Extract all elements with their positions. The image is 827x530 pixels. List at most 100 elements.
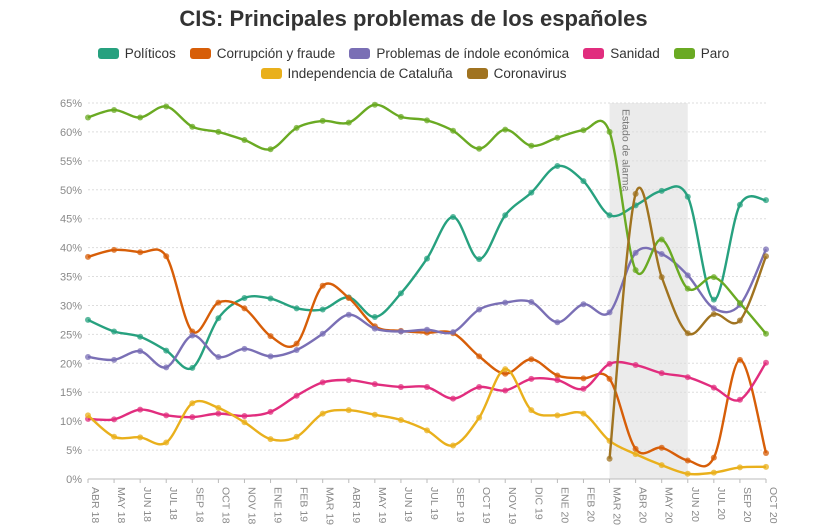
data-point-politicos <box>528 189 535 196</box>
data-point-problemas-de-indole-economica <box>215 353 222 360</box>
data-point-problemas-de-indole-economica <box>606 309 613 316</box>
data-point-corrupcion-y-fraude <box>215 299 222 306</box>
data-point-paro <box>580 127 587 134</box>
data-point-problemas-de-indole-economica <box>632 249 639 256</box>
data-point-problemas-de-indole-economica <box>528 298 535 305</box>
x-tick-label: MAR 19 <box>324 487 336 525</box>
data-point-politicos <box>710 296 717 303</box>
data-point-paro <box>502 126 509 133</box>
data-point-corrupcion-y-fraude <box>658 444 665 451</box>
data-point-politicos <box>241 294 248 301</box>
data-point-sanidad <box>241 412 248 419</box>
x-tick-label: JUN 19 <box>402 487 414 522</box>
data-point-coronavirus <box>606 455 613 462</box>
data-point-paro <box>658 236 665 243</box>
data-point-sanidad <box>111 416 118 423</box>
data-point-paro <box>345 119 352 126</box>
data-point-corrupcion-y-fraude <box>710 454 717 461</box>
data-point-paro <box>111 106 118 113</box>
x-tick-label: ABR 18 <box>89 487 101 523</box>
data-point-sanidad <box>450 395 457 402</box>
legend-swatch-corrupcion <box>189 47 211 59</box>
y-tick-label: 0% <box>66 474 82 486</box>
x-tick-label: MAY 19 <box>376 487 388 524</box>
data-point-corrupcion-y-fraude <box>684 457 691 464</box>
data-point-corrupcion-y-fraude <box>502 370 509 377</box>
data-point-politicos <box>85 316 91 323</box>
data-point-independencia-de-cataluna <box>111 433 118 440</box>
data-point-problemas-de-indole-economica <box>319 330 326 337</box>
x-tick-label: OCT 19 <box>480 487 492 524</box>
legend-row-1: Políticos Corrupción y fraude Problemas … <box>0 44 827 62</box>
data-point-sanidad <box>736 396 743 403</box>
legend-label-corrupcion: Corrupción y fraude <box>216 45 336 61</box>
data-point-politicos <box>137 333 144 340</box>
x-tick-label: JUN 20 <box>689 487 701 522</box>
legend-item-paro[interactable]: Paro <box>673 44 729 62</box>
x-tick-label: OCT 18 <box>219 487 231 524</box>
data-point-sanidad <box>424 384 430 391</box>
legend-item-economica[interactable]: Problemas de índole económica <box>349 44 569 62</box>
x-tick-label: NOV 19 <box>506 487 518 525</box>
data-point-problemas-de-indole-economica <box>189 332 196 339</box>
data-point-problemas-de-indole-economica <box>267 353 274 360</box>
data-point-corrupcion-y-fraude <box>736 356 743 363</box>
y-tick-label: 55% <box>60 156 82 168</box>
legend-item-corrupcion[interactable]: Corrupción y fraude <box>189 44 336 62</box>
data-point-problemas-de-indole-economica <box>111 356 118 363</box>
data-point-independencia-de-cataluna <box>215 404 222 411</box>
data-point-independencia-de-cataluna <box>189 400 196 407</box>
legend-item-politicos[interactable]: Políticos <box>97 44 176 62</box>
chart-legend: Políticos Corrupción y fraude Problemas … <box>0 44 827 84</box>
y-tick-label: 5% <box>66 445 82 457</box>
data-point-paro <box>528 142 535 149</box>
data-point-politicos <box>111 328 118 335</box>
data-point-paro <box>397 113 404 120</box>
data-point-independencia-de-cataluna <box>397 416 404 423</box>
legend-item-cataluna[interactable]: Independencia de Cataluña <box>260 64 453 82</box>
data-point-independencia-de-cataluna <box>450 442 457 449</box>
data-point-corrupcion-y-fraude <box>580 375 587 382</box>
data-point-sanidad <box>710 384 717 391</box>
data-point-paro <box>450 127 457 134</box>
data-point-sanidad <box>397 384 404 391</box>
data-point-sanidad <box>763 359 769 366</box>
x-tick-label: DIC 19 <box>532 487 544 520</box>
y-tick-label: 35% <box>60 272 82 284</box>
data-point-independencia-de-cataluna <box>658 462 665 469</box>
data-point-paro <box>293 124 300 131</box>
data-point-problemas-de-indole-economica <box>241 345 248 352</box>
data-point-corrupcion-y-fraude <box>85 253 91 260</box>
legend-item-sanidad[interactable]: Sanidad <box>583 44 660 62</box>
x-tick-label: ENE 19 <box>272 487 284 523</box>
data-point-problemas-de-indole-economica <box>554 319 561 326</box>
data-point-problemas-de-indole-economica <box>345 311 352 318</box>
x-tick-label: ABR 20 <box>637 487 649 523</box>
data-point-politicos <box>606 212 613 219</box>
x-tick-label: SEP 20 <box>741 487 753 523</box>
data-point-sanidad <box>319 379 326 386</box>
data-point-sanidad <box>163 412 170 419</box>
data-point-paro <box>241 137 248 144</box>
data-point-corrupcion-y-fraude <box>528 356 535 363</box>
data-point-coronavirus <box>632 190 639 197</box>
data-point-politicos <box>450 213 457 220</box>
data-point-paro <box>137 114 144 121</box>
x-tick-label: FEB 20 <box>584 487 596 522</box>
data-point-independencia-de-cataluna <box>319 410 326 417</box>
data-point-sanidad <box>267 408 274 415</box>
data-point-problemas-de-indole-economica <box>710 305 717 312</box>
data-point-sanidad <box>293 392 300 399</box>
data-point-corrupcion-y-fraude <box>763 449 769 456</box>
data-point-problemas-de-indole-economica <box>371 325 378 332</box>
data-point-problemas-de-indole-economica <box>163 364 170 371</box>
data-point-paro <box>267 146 274 153</box>
legend-item-coronavirus[interactable]: Coronavirus <box>466 64 566 82</box>
data-point-politicos <box>293 305 300 312</box>
legend-swatch-economica <box>349 47 371 59</box>
data-point-corrupcion-y-fraude <box>163 253 170 260</box>
data-point-politicos <box>476 256 483 263</box>
data-point-paro <box>424 117 430 124</box>
y-tick-label: 25% <box>60 329 82 341</box>
data-point-sanidad <box>476 384 483 391</box>
